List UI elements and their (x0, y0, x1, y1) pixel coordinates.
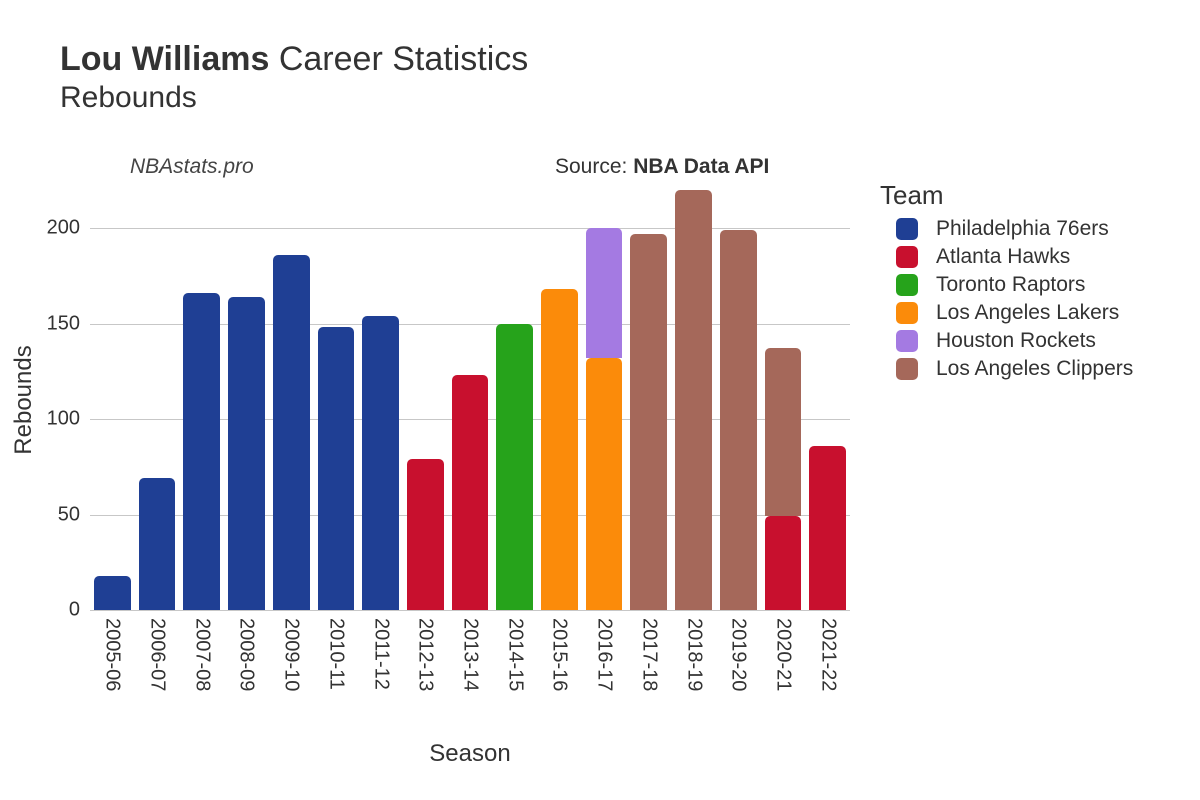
chart-title-line1: Lou Williams Career Statistics (60, 40, 528, 79)
y-tick-label: 0 (69, 599, 80, 622)
legend-swatch (896, 358, 918, 380)
bar-segment (273, 255, 310, 610)
legend-label: Toronto Raptors (936, 273, 1085, 297)
x-tick-label: 2016-17 (593, 618, 616, 691)
bar-segment (765, 348, 802, 516)
bar-segment (407, 459, 444, 610)
y-tick-label: 150 (47, 312, 80, 335)
bar-segment (452, 375, 489, 610)
x-tick-label: 2010-11 (324, 618, 347, 690)
bar-slot: 2019-20 (720, 190, 757, 610)
legend-item: Houston Rockets (880, 329, 1133, 353)
bar-segment (183, 293, 220, 610)
bar-slot: 2008-09 (228, 190, 265, 610)
bar-segment (541, 289, 578, 610)
bar-slot: 2012-13 (407, 190, 444, 610)
legend-swatch (896, 330, 918, 352)
watermark-text: NBAstats.pro (130, 155, 254, 179)
bar-segment (675, 190, 712, 610)
bar-slot: 2015-16 (541, 190, 578, 610)
legend-label: Los Angeles Clippers (936, 357, 1133, 381)
legend-item: Los Angeles Clippers (880, 357, 1133, 381)
y-tick-label: 200 (47, 217, 80, 240)
bar-slot: 2016-17 (586, 190, 623, 610)
bar-slot: 2005-06 (94, 190, 131, 610)
bar-segment (228, 297, 265, 610)
x-tick-label: 2018-19 (682, 618, 705, 691)
chart-plot-area: 0501001502002005-062006-072007-082008-09… (90, 190, 850, 610)
x-tick-label: 2005-06 (101, 618, 124, 691)
source-attribution: Source: NBA Data API (555, 155, 769, 179)
legend-item: Philadelphia 76ers (880, 217, 1133, 241)
bar-segment (496, 324, 533, 610)
bar-slot: 2021-22 (809, 190, 846, 610)
bar-segment (720, 230, 757, 610)
bar-segment (362, 316, 399, 610)
bar-slot: 2017-18 (630, 190, 667, 610)
bar-slot: 2009-10 (273, 190, 310, 610)
x-tick-label: 2009-10 (280, 618, 303, 691)
bar-slot: 2014-15 (496, 190, 533, 610)
bar-segment (318, 327, 355, 610)
bar-segment (586, 228, 623, 358)
legend-title: Team (880, 180, 1133, 211)
x-tick-label: 2011-12 (369, 618, 392, 690)
bar-slot: 2006-07 (139, 190, 176, 610)
legend-swatch (896, 218, 918, 240)
legend: Team Philadelphia 76ers Atlanta Hawks Toro… (880, 180, 1133, 385)
legend-item: Atlanta Hawks (880, 245, 1133, 269)
y-tick-label: 50 (58, 503, 80, 526)
legend-label: Atlanta Hawks (936, 245, 1070, 269)
x-tick-label: 2021-22 (816, 618, 839, 691)
player-name: Lou Williams (60, 40, 269, 78)
legend-swatch (896, 302, 918, 324)
y-tick-label: 100 (47, 408, 80, 431)
chart-title-block: Lou Williams Career Statistics Rebounds (60, 40, 528, 115)
legend-swatch (896, 274, 918, 296)
y-axis-title: Rebounds (10, 345, 38, 454)
bar-slot: 2010-11 (318, 190, 355, 610)
bar-segment (809, 446, 846, 610)
x-tick-label: 2007-08 (190, 618, 213, 691)
x-tick-label: 2017-18 (637, 618, 660, 691)
legend-item: Toronto Raptors (880, 273, 1133, 297)
bar-slot: 2007-08 (183, 190, 220, 610)
bar-segment (586, 358, 623, 610)
bar-segment (139, 478, 176, 610)
x-tick-label: 2012-13 (414, 618, 437, 691)
source-name: NBA Data API (633, 155, 769, 178)
source-prefix: Source: (555, 155, 633, 178)
x-tick-label: 2019-20 (727, 618, 750, 691)
bar-segment (765, 516, 802, 610)
x-tick-label: 2014-15 (503, 618, 526, 691)
bar-slot: 2018-19 (675, 190, 712, 610)
x-tick-label: 2006-07 (146, 618, 169, 691)
bar-slot: 2013-14 (452, 190, 489, 610)
x-tick-label: 2008-09 (235, 618, 258, 691)
legend-label: Philadelphia 76ers (936, 217, 1109, 241)
bar-segment (630, 234, 667, 610)
x-tick-label: 2013-14 (458, 618, 481, 691)
chart-title-metric: Rebounds (60, 81, 528, 115)
legend-item: Los Angeles Lakers (880, 301, 1133, 325)
bar-slot: 2011-12 (362, 190, 399, 610)
x-tick-label: 2020-21 (771, 618, 794, 691)
grid-line (90, 610, 850, 611)
legend-swatch (896, 246, 918, 268)
bar-segment (94, 576, 131, 610)
x-tick-label: 2015-16 (548, 618, 571, 691)
title-suffix: Career Statistics (279, 40, 528, 78)
bar-slot: 2020-21 (765, 190, 802, 610)
x-axis-title: Season (429, 740, 510, 768)
legend-label: Houston Rockets (936, 329, 1096, 353)
legend-label: Los Angeles Lakers (936, 301, 1119, 325)
